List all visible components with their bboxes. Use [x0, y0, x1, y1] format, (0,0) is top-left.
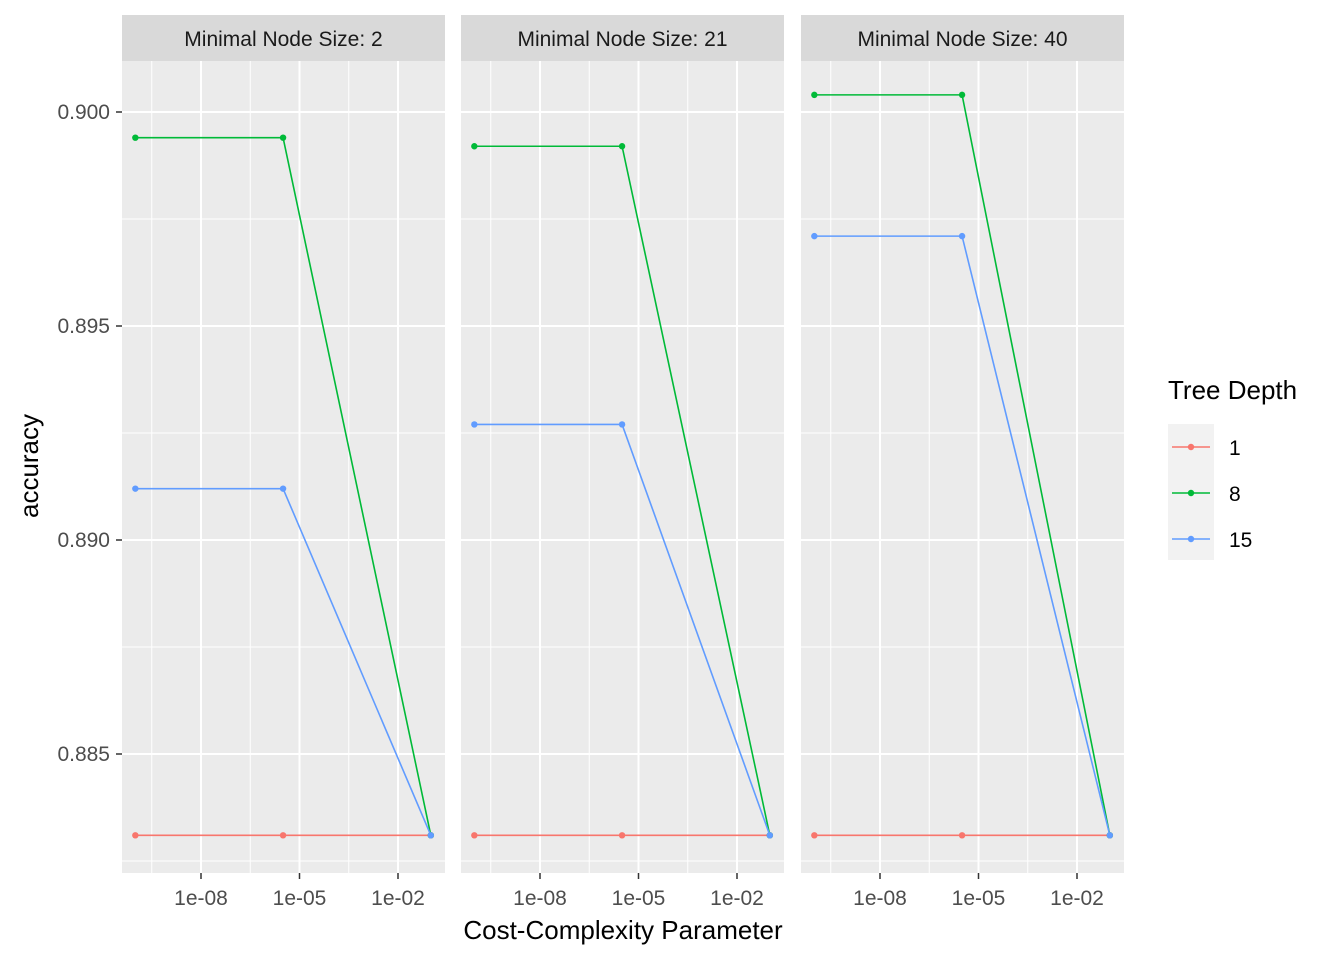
panels: Minimal Node Size: 21e-08 1e-05 1e-02Minim… — [122, 15, 1124, 910]
data-point-depth-1 — [279, 832, 287, 839]
legend-title: Tree Depth — [1168, 375, 1297, 405]
data-point-depth-15 — [811, 232, 818, 240]
data-point-depth-15 — [427, 832, 435, 839]
y-tick-label: 0.895 — [57, 315, 110, 338]
y-tick-label: 0.890 — [57, 529, 110, 552]
legend: Tree Depth 1 8 15 — [1168, 375, 1297, 560]
data-point-depth-15 — [618, 421, 626, 428]
data-point-depth-15 — [958, 232, 966, 240]
data-point-depth-15 — [471, 421, 478, 428]
data-point-depth-1 — [618, 832, 626, 839]
data-point-depth-15 — [766, 832, 774, 839]
x-tick-label: 1e-08 — [853, 887, 907, 910]
data-point-depth-15 — [279, 485, 287, 492]
x-tick-label: 1e-08 — [513, 887, 567, 910]
y-tick-label: 0.900 — [57, 101, 110, 124]
facet-strip — [801, 15, 1124, 61]
x-tick-label: 1e-02 — [371, 887, 425, 910]
x-tick-label: 1e-02 — [710, 887, 764, 910]
data-point-depth-8 — [618, 143, 626, 150]
x-tick-label: 1e-05 — [612, 887, 666, 910]
x-tick-label: 1e-05 — [952, 887, 1006, 910]
data-point-depth-8 — [811, 91, 818, 99]
facet-strip-label: Minimal Node Size: 21 — [517, 28, 727, 51]
facet-strip — [461, 15, 784, 61]
y-axis-title: accuracy — [14, 414, 44, 518]
data-point-depth-8 — [471, 143, 478, 150]
facet-strip-label: Minimal Node Size: 40 — [857, 28, 1067, 51]
panel-1: Minimal Node Size: 2 1e-08 1e-05 1e-02 — [122, 15, 445, 910]
data-point-depth-15 — [132, 485, 139, 492]
facet-strip — [122, 15, 445, 61]
data-point-depth-8 — [958, 91, 966, 99]
legend-label: 1 — [1229, 437, 1241, 460]
panel-background — [801, 61, 1124, 873]
x-tick-label: 1e-08 — [174, 887, 228, 910]
x-tick-label: 1e-02 — [1050, 887, 1104, 910]
legend-key-point — [1187, 535, 1195, 543]
x-tick-label: 1e-05 — [273, 887, 327, 910]
data-point-depth-1 — [958, 832, 966, 839]
legend-key-point — [1187, 489, 1195, 497]
panel-3: Minimal Node Size: 40 1e-08 1e-05 1e-02 — [801, 15, 1124, 910]
data-point-depth-15 — [1106, 832, 1114, 839]
data-point-depth-1 — [811, 832, 818, 839]
legend-label: 15 — [1229, 529, 1252, 552]
facet-strip-label: Minimal Node Size: 2 — [184, 28, 382, 51]
panel-background — [122, 61, 445, 873]
data-point-depth-8 — [132, 134, 139, 141]
x-axis-title: Cost-Complexity Parameter — [463, 915, 783, 945]
data-point-depth-8 — [279, 134, 287, 141]
legend-label: 8 — [1229, 483, 1241, 506]
data-point-depth-1 — [132, 832, 139, 839]
panel-2: Minimal Node Size: 21 1e-08 1e-05 1e-02 — [461, 15, 784, 910]
panel-background — [461, 61, 784, 873]
y-axis: 0.885 0.890 0.895 0.900 — [57, 101, 122, 766]
data-point-depth-1 — [471, 832, 478, 839]
y-tick-label: 0.885 — [57, 743, 110, 766]
legend-key-point — [1187, 443, 1195, 451]
